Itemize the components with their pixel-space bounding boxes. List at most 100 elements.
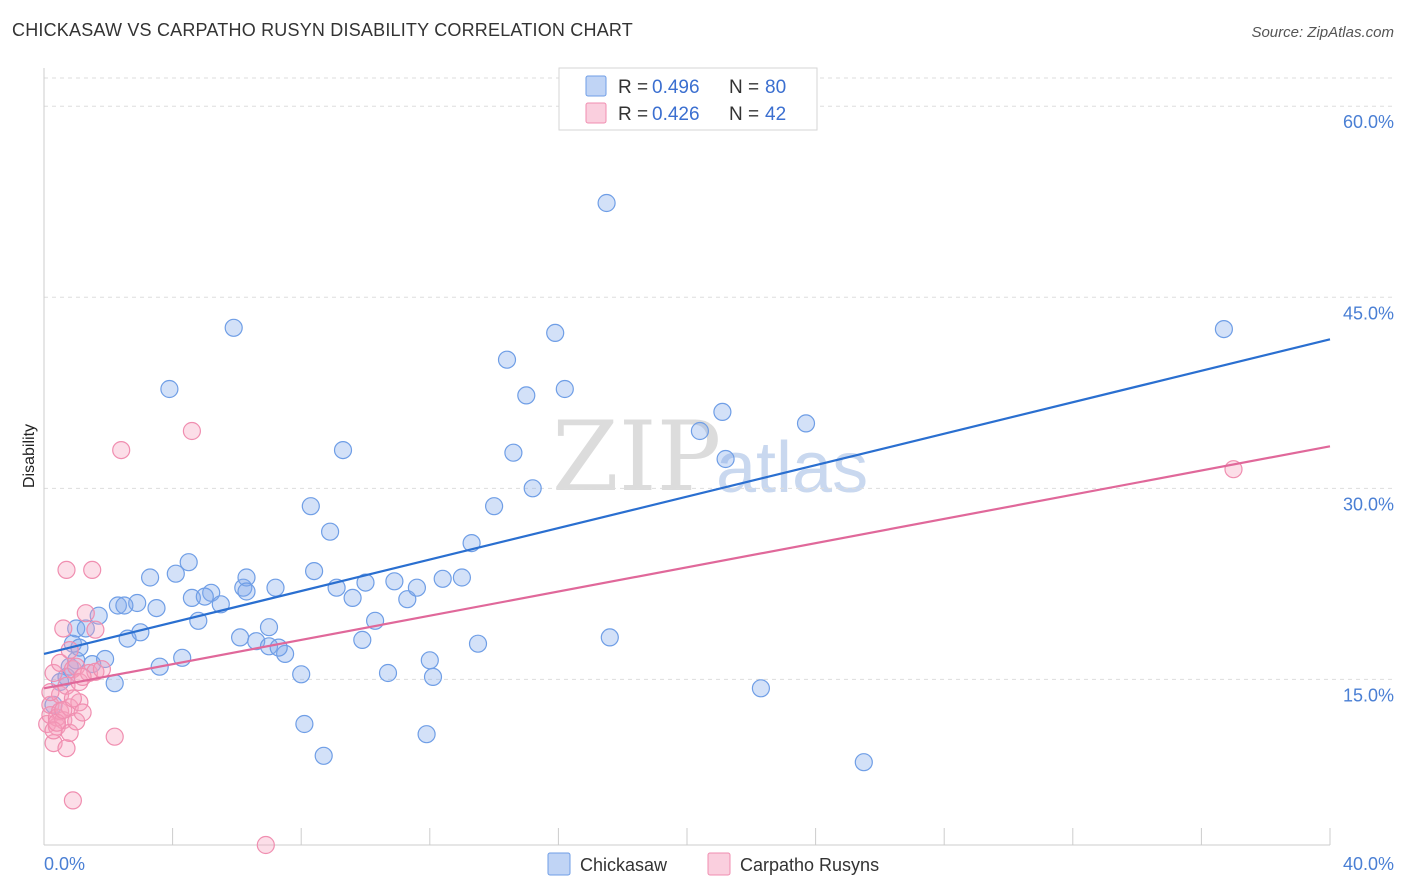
point-chickasaw <box>108 596 128 615</box>
point-chickasaw <box>420 651 439 670</box>
legend-n-label-0: N = <box>729 77 759 98</box>
watermark-atlas: atlas <box>716 428 868 508</box>
point-chickasaw <box>854 753 873 772</box>
bottom-legend-label-carpatho-rusyns: Carpatho Rusyns <box>740 855 879 875</box>
point-carpatho-rusyns <box>105 727 124 746</box>
point-carpatho-rusyns <box>112 441 131 460</box>
point-chickasaw <box>517 386 536 405</box>
y-tick-label: 15.0% <box>1343 685 1394 705</box>
point-carpatho-rusyns <box>73 703 92 722</box>
point-chickasaw <box>555 379 574 399</box>
x-tick-marks <box>43 828 1331 845</box>
point-chickasaw <box>160 379 179 399</box>
trend-line-chickasaw <box>43 338 1331 656</box>
point-chickasaw <box>195 587 214 606</box>
point-chickasaw <box>407 578 426 597</box>
point-carpatho-rusyns <box>57 560 76 580</box>
point-chickasaw <box>259 618 279 637</box>
point-chickasaw <box>179 553 198 572</box>
legend-r-label-1: R = <box>618 104 648 125</box>
point-chickasaw <box>231 628 250 647</box>
point-chickasaw <box>237 582 256 601</box>
y-tick-label: 30.0% <box>1343 494 1394 514</box>
point-chickasaw <box>433 569 452 588</box>
point-chickasaw <box>356 573 375 592</box>
series-carpatho-rusyns <box>38 421 1243 855</box>
point-carpatho-rusyns <box>67 712 86 731</box>
point-chickasaw <box>417 725 436 744</box>
point-carpatho-rusyns <box>57 739 76 758</box>
watermark-zip: ZIP <box>552 401 721 513</box>
point-chickasaw <box>343 588 362 608</box>
point-chickasaw <box>224 318 243 337</box>
point-chickasaw <box>690 421 710 441</box>
point-chickasaw <box>796 414 816 433</box>
point-chickasaw <box>237 568 256 587</box>
point-chickasaw <box>314 746 333 765</box>
point-chickasaw <box>600 628 619 647</box>
point-chickasaw <box>301 497 320 516</box>
point-carpatho-rusyns <box>63 791 83 810</box>
bottom-legend-swatch-carpatho-rusyns <box>707 852 731 876</box>
point-chickasaw <box>716 449 735 469</box>
point-chickasaw <box>468 634 488 653</box>
point-chickasaw <box>1214 320 1234 339</box>
point-chickasaw <box>182 588 201 608</box>
series-chickasaw <box>44 193 1234 772</box>
point-chickasaw <box>166 564 185 583</box>
point-carpatho-rusyns <box>44 663 63 683</box>
point-chickasaw <box>305 561 324 581</box>
y-tick-label: 60.0% <box>1343 112 1394 132</box>
point-chickasaw <box>713 402 732 421</box>
point-carpatho-rusyns <box>256 835 275 855</box>
point-chickasaw <box>266 578 285 597</box>
point-chickasaw <box>504 443 523 462</box>
point-chickasaw <box>385 572 404 591</box>
point-carpatho-rusyns <box>86 620 105 639</box>
point-carpatho-rusyns <box>182 421 201 441</box>
point-chickasaw <box>67 619 86 638</box>
point-chickasaw <box>751 679 771 698</box>
point-chickasaw <box>269 638 288 657</box>
legend-r-value-0: 0.496 <box>652 77 700 98</box>
point-chickasaw <box>353 630 372 650</box>
point-chickasaw <box>292 665 311 684</box>
point-carpatho-rusyns <box>63 689 83 708</box>
point-chickasaw <box>321 522 340 541</box>
point-chickasaw <box>452 568 471 587</box>
point-chickasaw <box>141 568 160 587</box>
point-carpatho-rusyns <box>76 604 95 623</box>
point-chickasaw <box>147 598 166 618</box>
bottom-legend: Chickasaw Carpatho Rusyns <box>547 852 879 876</box>
point-chickasaw <box>333 441 353 460</box>
y-tick-label: 45.0% <box>1343 303 1394 323</box>
point-chickasaw <box>295 714 314 734</box>
bottom-legend-label-chickasaw: Chickasaw <box>580 855 668 875</box>
legend-swatch-carpatho-rusyns <box>585 102 607 124</box>
legend-swatch-chickasaw <box>585 75 607 97</box>
legend-n-label-1: N = <box>729 104 759 125</box>
bottom-legend-swatch-chickasaw <box>547 852 571 876</box>
point-chickasaw <box>378 663 398 683</box>
source-label: Source: ZipAtlas.com <box>1251 24 1394 41</box>
legend: R = 0.496 N = 80 R = 0.426 N = 42 <box>558 67 818 131</box>
point-carpatho-rusyns <box>54 619 73 638</box>
legend-r-value-1: 0.426 <box>652 104 700 125</box>
point-chickasaw <box>497 350 517 369</box>
legend-n-value-1: 42 <box>765 104 786 125</box>
point-carpatho-rusyns <box>83 560 102 580</box>
point-chickasaw <box>115 596 134 615</box>
point-chickasaw <box>485 497 504 516</box>
point-chickasaw <box>597 193 616 213</box>
trend-lines <box>43 338 1331 690</box>
legend-r-label-0: R = <box>618 77 648 98</box>
point-carpatho-rusyns <box>92 660 112 679</box>
x-tick-label-max: 40.0% <box>1343 854 1394 874</box>
trend-line-carpatho-rusyns <box>43 445 1331 690</box>
x-tick-label-min: 0.0% <box>44 854 85 874</box>
point-chickasaw <box>95 649 115 669</box>
point-chickasaw <box>76 619 95 638</box>
y-axis-label: Disability <box>21 424 38 488</box>
point-chickasaw <box>423 667 443 687</box>
